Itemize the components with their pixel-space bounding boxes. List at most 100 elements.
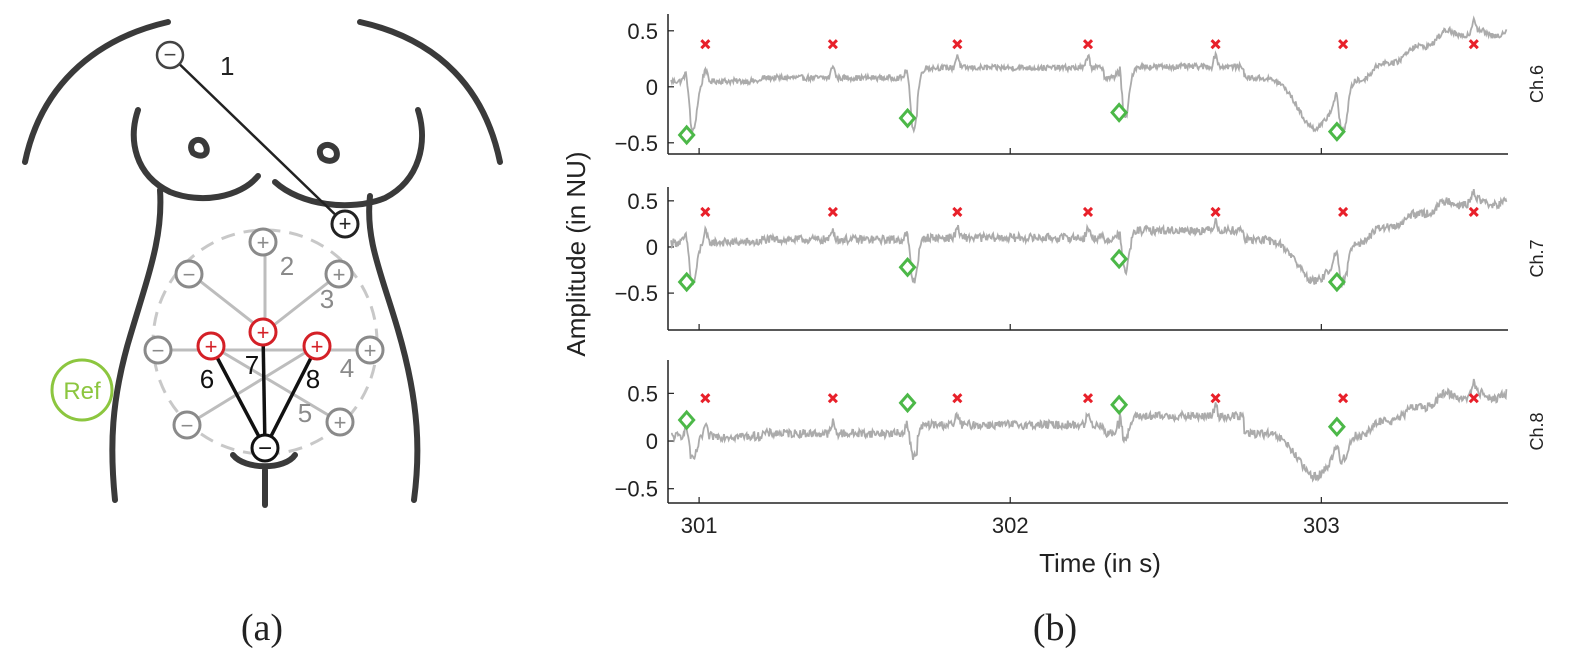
y-tick-label: 0.5	[627, 189, 658, 214]
maternal-peak-marker	[952, 393, 963, 404]
lead-label: 8	[306, 364, 320, 394]
fetal-peak-marker	[898, 392, 917, 414]
x-tick-label: 303	[1303, 513, 1340, 538]
ring-electrode: +5	[298, 398, 355, 437]
chart-Ch.8: 0.5 0 −0.5 301 302 303 Ch.8	[615, 360, 1547, 538]
ref-label: Ref	[63, 378, 101, 405]
maternal-peak-marker	[700, 393, 711, 404]
signal-trace	[670, 15, 1508, 135]
fetal-peak-marker	[677, 409, 696, 431]
fetal-peak-marker	[1110, 248, 1129, 270]
x-axis-label: Time (in s)	[1039, 548, 1161, 578]
lead-label: 5	[298, 398, 312, 428]
maternal-peak-marker	[1338, 393, 1349, 404]
nipple-right-icon	[316, 141, 340, 164]
electrode-sign: +	[333, 262, 346, 287]
ring-electrode: +2	[248, 227, 294, 281]
electrode-sign: −	[183, 262, 196, 287]
lead-label: 6	[200, 364, 214, 394]
reference-electrode: Ref	[50, 358, 114, 422]
ring-electrode: +4	[340, 335, 385, 383]
maternal-peak-marker	[1082, 206, 1094, 217]
fetal-peak-marker	[1327, 416, 1346, 438]
signal-trace	[670, 188, 1508, 288]
caption-b: (b)	[1033, 607, 1077, 649]
svg-text:−: −	[258, 435, 272, 462]
electrode-sign: +	[257, 320, 270, 345]
maternal-peak-marker	[1082, 39, 1094, 50]
maternal-peak-marker	[827, 393, 838, 404]
fetal-peak-marker	[1327, 121, 1346, 142]
svg-text:+: +	[339, 211, 352, 236]
maternal-peak-marker	[952, 39, 963, 50]
maternal-peak-marker	[1210, 206, 1221, 217]
electrode-sign: +	[364, 338, 377, 363]
maternal-peak-marker	[1468, 39, 1479, 50]
active-lead-wires	[209, 331, 319, 449]
ecg-traces-panel: Amplitude (in NU) Time (in s) 0.5 0 −0.5 Ch…	[561, 14, 1547, 649]
electrode-sign: +	[334, 410, 347, 435]
lead-label: 4	[340, 353, 354, 383]
maternal-peak-marker	[827, 206, 838, 217]
y-tick-label: −0.5	[615, 281, 658, 306]
maternal-peak-marker	[1210, 39, 1221, 50]
electrode-sign: −	[181, 413, 194, 438]
common-negative-electrode: −	[250, 433, 280, 463]
lead-1-negative-electrode: −	[155, 40, 185, 70]
electrode-sign: +	[257, 230, 270, 255]
fetal-peak-marker	[1110, 102, 1129, 123]
lead-1-positive-electrode: +	[330, 209, 360, 239]
active-electrode: +8	[302, 331, 332, 394]
ring-electrodes: +2 +3+4+5−−−	[143, 227, 385, 440]
ring-electrode: +3	[320, 259, 354, 314]
y-tick-label: 0	[646, 235, 658, 260]
x-tick-label: 302	[992, 513, 1029, 538]
fetal-peak-marker	[1110, 394, 1129, 416]
fetal-peak-marker	[677, 271, 696, 293]
signal-trace	[670, 378, 1508, 483]
lead-label: 3	[320, 284, 334, 314]
active-electrode: +7	[245, 317, 278, 380]
maternal-peak-marker	[1338, 206, 1349, 217]
electrode-sign: −	[152, 338, 165, 363]
electrode-sign: +	[205, 334, 218, 359]
y-tick-label: −0.5	[615, 131, 658, 156]
fetal-peak-marker	[898, 256, 917, 278]
electrode-sign: +	[311, 334, 324, 359]
maternal-peak-marker	[1082, 393, 1094, 404]
active-electrode: +6	[196, 331, 226, 394]
lead-label: 7	[245, 350, 259, 380]
ring-electrode: −	[143, 335, 173, 365]
y-tick-label: −0.5	[615, 477, 658, 502]
channel-label: Ch.7	[1527, 239, 1547, 277]
maternal-peak-marker	[1468, 393, 1479, 404]
fetal-peak-marker	[677, 124, 696, 146]
body-outline	[22, 19, 503, 508]
maternal-peak-marker	[1338, 39, 1349, 50]
lead-1-wire	[169, 54, 346, 225]
maternal-peak-marker	[700, 206, 711, 217]
chart-Ch.6: 0.5 0 −0.5 Ch.6	[615, 14, 1547, 156]
maternal-peak-marker	[952, 206, 963, 217]
maternal-peak-marker	[700, 39, 711, 50]
channel-label: Ch.6	[1527, 65, 1547, 103]
ring-electrode: −	[172, 410, 202, 440]
y-axis-label: Amplitude (in NU)	[561, 151, 591, 356]
chart-Ch.7: 0.5 0 −0.5 Ch.7	[615, 187, 1547, 331]
svg-text:−: −	[164, 42, 177, 67]
maternal-peak-marker	[1210, 393, 1221, 404]
active-electrodes: +6+7+8	[196, 317, 332, 394]
y-tick-label: 0.5	[627, 381, 658, 406]
fetal-peak-marker	[1327, 271, 1346, 293]
caption-a: (a)	[241, 607, 283, 649]
channel-charts: 0.5 0 −0.5 Ch.6 0.5 0 −0.5 Ch.7 0.5 0 −0.5 301 302 30…	[615, 14, 1547, 538]
electrode-placement-diagram: − 1 + +2 +3+4+5−−− +6+7+8 − Ref (a)	[22, 19, 503, 649]
maternal-peak-marker	[827, 39, 838, 50]
x-tick-label: 301	[681, 513, 718, 538]
fetal-peak-marker	[898, 107, 917, 129]
channel-label: Ch.8	[1527, 412, 1547, 450]
lead-1-label: 1	[220, 51, 234, 81]
y-tick-label: 0.5	[627, 19, 658, 44]
maternal-peak-marker	[1468, 206, 1479, 217]
